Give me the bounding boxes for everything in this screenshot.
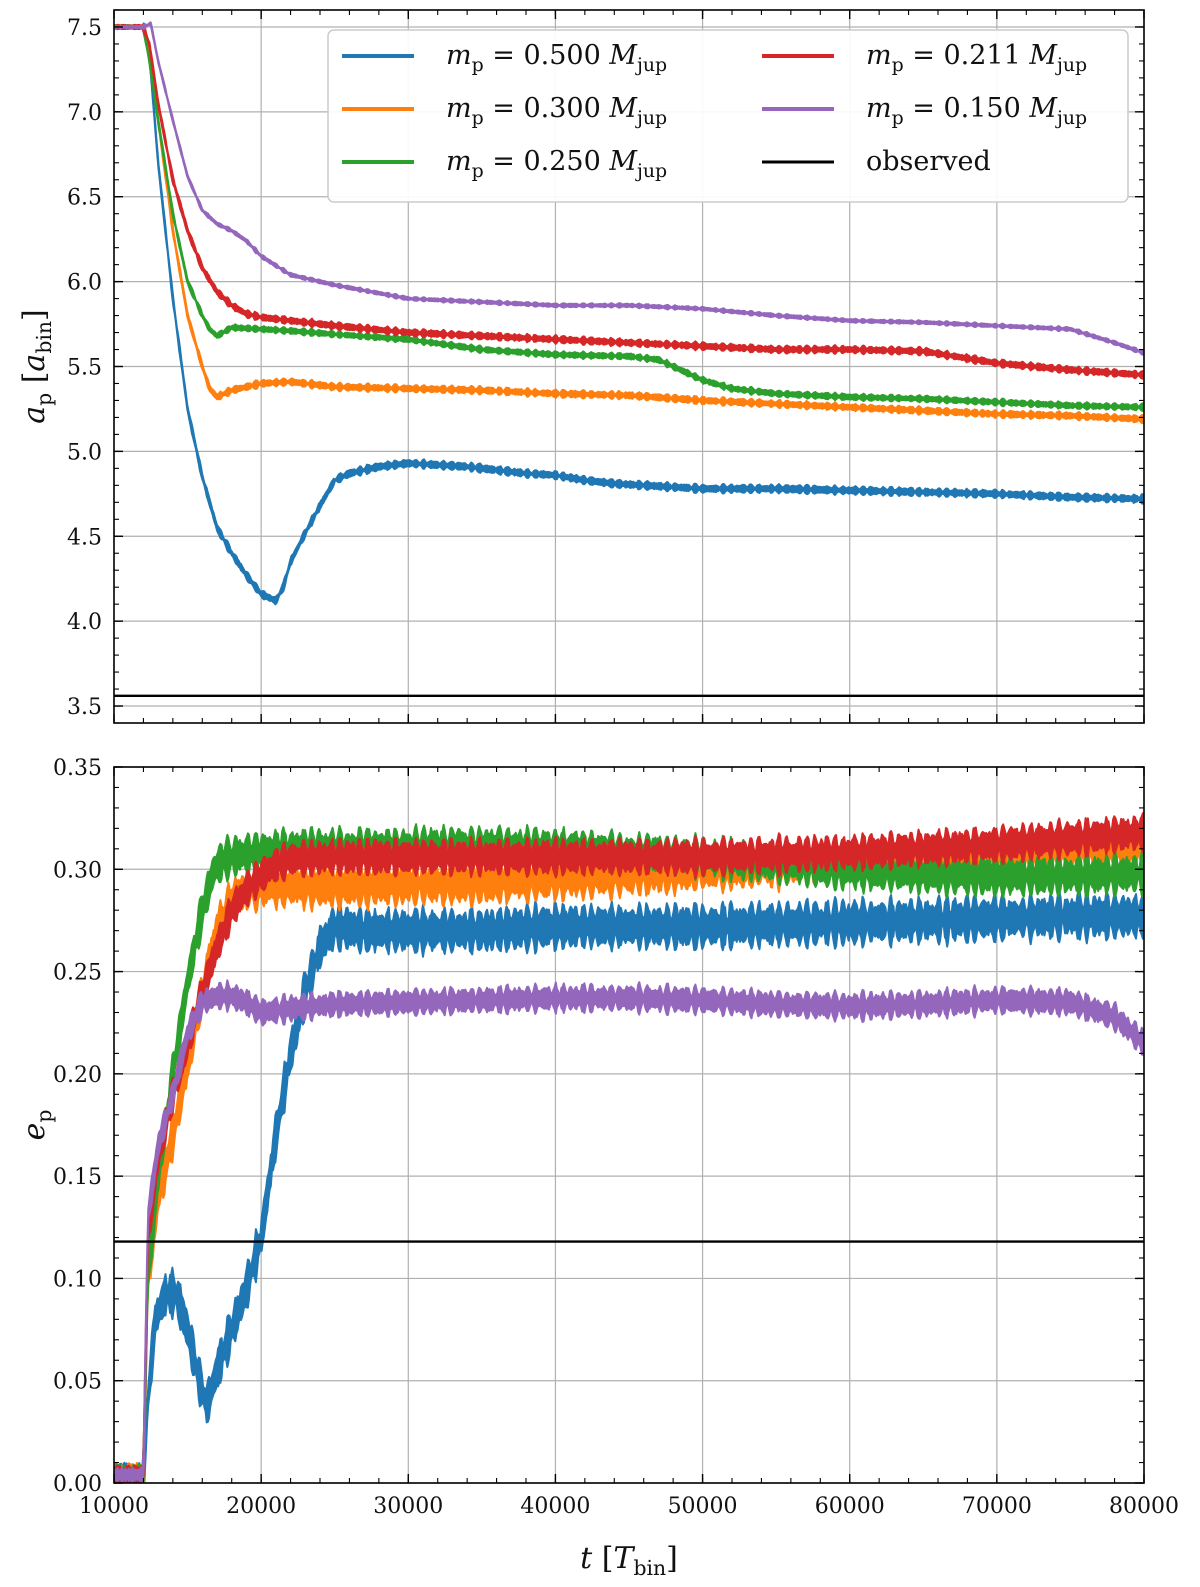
- x-axis-label: t [Tbin]: [580, 1541, 678, 1580]
- ticks: [113, 766, 1145, 1484]
- legend: mp = 0.500 Mjup mp = 0.300 Mjup mp = 0.250…: [327, 29, 1129, 203]
- y-axis-label: ep: [17, 1110, 56, 1141]
- y-tick-label: 0.15: [53, 1165, 102, 1190]
- x-tick-label: 40000: [520, 1494, 590, 1519]
- legend-box: [327, 29, 1129, 203]
- legend-label-m015: mp = 0.150 Mjup: [866, 93, 1087, 129]
- series-group: [114, 21, 1144, 606]
- x-tick-label: 10000: [79, 1494, 149, 1519]
- y-tick-label: 0.00: [53, 1472, 102, 1497]
- legend-label-m0211: mp = 0.211 Mjup: [866, 40, 1087, 76]
- y-tick-label: 5.5: [67, 356, 102, 381]
- y-tick-label: 7.0: [67, 101, 102, 126]
- x-tick-label: 60000: [815, 1494, 885, 1519]
- legend-label-m025: mp = 0.250 Mjup: [446, 146, 667, 182]
- semi-major-axis-panel: 3.5 4.0 4.5 5.0 5.5 6.0 6.5 7.0 7.5 ap [abin] mp =…: [17, 9, 1145, 724]
- series-e-m050: [114, 888, 1144, 1483]
- y-tick-label: 0.05: [53, 1370, 102, 1395]
- y-tick-label: 0.35: [53, 756, 102, 781]
- series-e-m0211: [114, 812, 1144, 1483]
- legend-label-observed: observed: [866, 146, 991, 177]
- x-tick-label: 30000: [373, 1494, 443, 1519]
- y-tick-label: 5.0: [67, 440, 102, 465]
- axes-frame: [113, 766, 1145, 1484]
- y-tick-label: 7.5: [67, 16, 102, 41]
- legend-label-m050: mp = 0.500 Mjup: [446, 40, 667, 76]
- y-tick-label: 3.5: [67, 695, 102, 720]
- series-a-m015: [114, 21, 1144, 356]
- series-a-m0211: [114, 22, 1144, 380]
- y-tick-label: 6.0: [67, 271, 102, 296]
- x-tick-label: 20000: [226, 1494, 296, 1519]
- x-tick-label: 80000: [1109, 1494, 1179, 1519]
- series-a-m050: [114, 22, 1144, 606]
- series-a-m025: [114, 24, 1144, 412]
- eccentricity-panel: 0.00 0.05 0.10 0.15 0.20 0.25 0.30 0.35 ep 10000 2…: [17, 756, 1179, 1580]
- legend-label-m030: mp = 0.300 Mjup: [446, 93, 667, 129]
- series-group: [114, 812, 1144, 1483]
- x-tick-label: 70000: [962, 1494, 1032, 1519]
- series-a-m030: [114, 23, 1144, 425]
- ticks: [113, 9, 1145, 724]
- y-axis-label: ap [abin]: [17, 309, 56, 424]
- y-tick-label: 4.5: [67, 525, 102, 550]
- y-tick-label: 0.30: [53, 858, 102, 883]
- series-e-m015: [114, 979, 1144, 1483]
- y-tick-label: 0.10: [53, 1267, 102, 1292]
- y-tick-label: 0.25: [53, 961, 102, 986]
- y-tick-label: 4.0: [67, 610, 102, 635]
- x-tick-label: 50000: [668, 1494, 738, 1519]
- y-tick-label: 0.20: [53, 1063, 102, 1088]
- y-tick-label: 6.5: [67, 186, 102, 211]
